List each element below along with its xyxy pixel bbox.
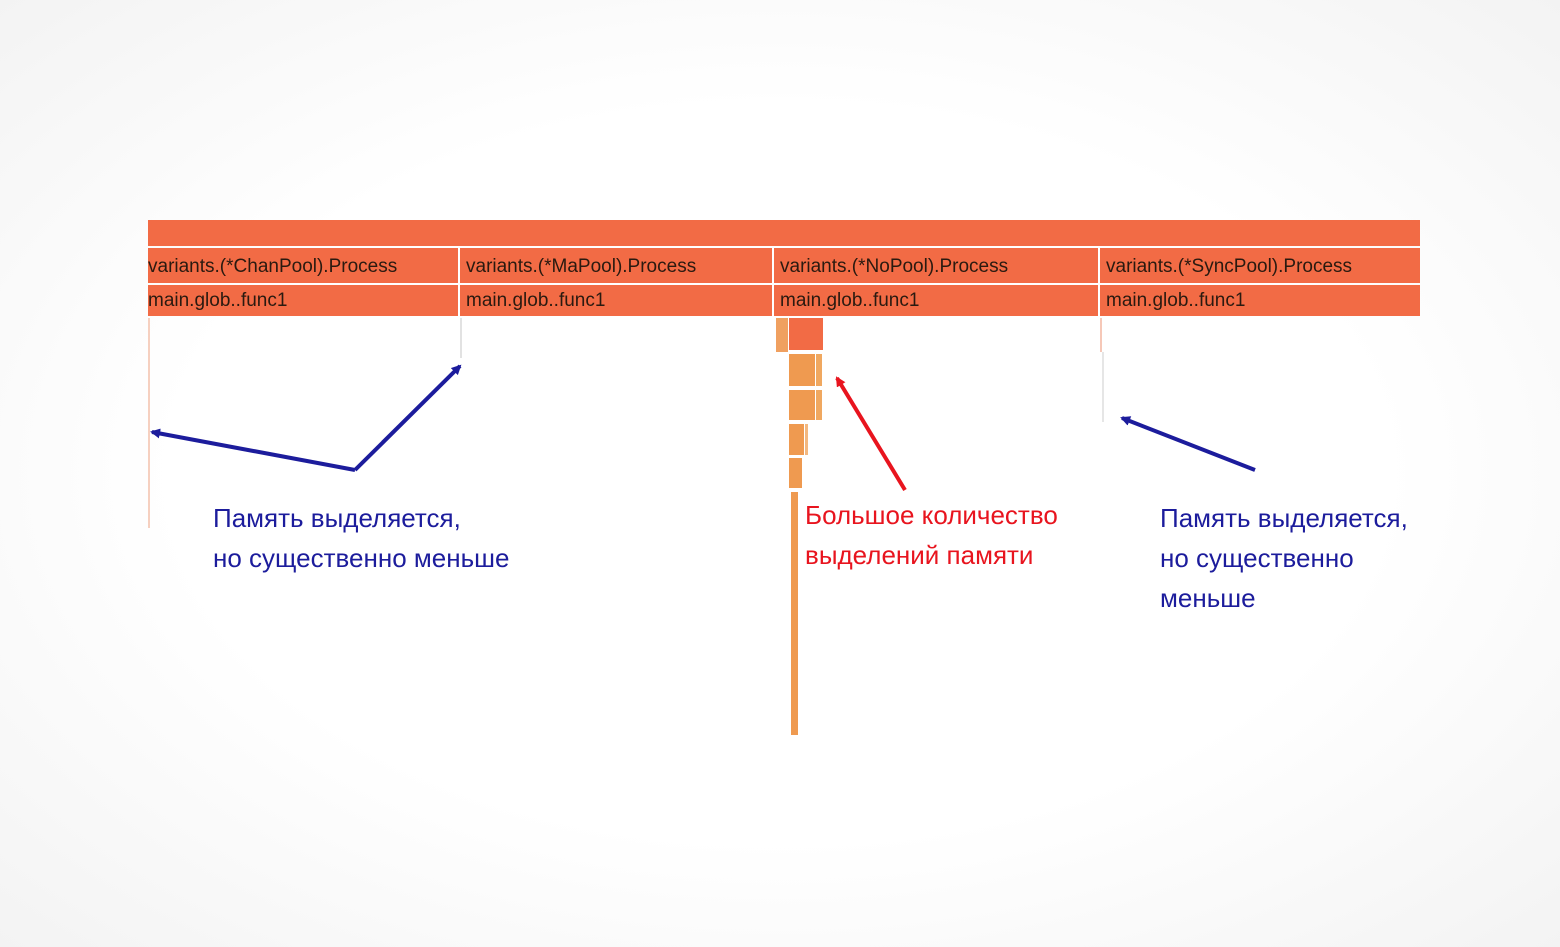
annotations: Память выделяется, но существенно меньше… <box>213 500 1408 613</box>
frames: variants.(*ChanPool).Process variants.(*… <box>148 248 1420 316</box>
frame <box>1102 352 1104 422</box>
frame <box>789 390 815 420</box>
frame-label: main.glob..func1 <box>466 290 605 311</box>
frame <box>148 248 458 283</box>
frame <box>148 285 458 316</box>
annotation: меньше <box>1160 583 1256 613</box>
frame-label: variants.(*ChanPool).Process <box>148 256 397 277</box>
frame <box>460 248 772 283</box>
frame <box>789 354 815 386</box>
frame <box>774 285 1098 316</box>
annotation: выделений памяти <box>805 540 1033 570</box>
arrow <box>353 364 462 472</box>
annotation: но существенно меньше <box>213 543 509 573</box>
frame <box>789 458 802 488</box>
frame <box>1100 285 1420 316</box>
frame-label: main.glob..func1 <box>148 290 287 311</box>
frame <box>460 285 772 316</box>
root-frame <box>148 220 1420 246</box>
arrow <box>835 376 907 492</box>
frame-label: variants.(*MaPool).Process <box>466 256 696 277</box>
frame-label: main.glob..func1 <box>1106 290 1245 311</box>
frame <box>791 492 798 735</box>
annotation: Память выделяется, <box>213 503 461 533</box>
frame <box>816 390 822 420</box>
frame <box>460 318 462 358</box>
frame-label: variants.(*SyncPool).Process <box>1106 256 1352 277</box>
arrow <box>1120 416 1256 472</box>
frame <box>774 248 1098 283</box>
frame <box>816 354 822 386</box>
frame-label: main.glob..func1 <box>780 290 919 311</box>
annotation: Большое количество <box>805 500 1058 530</box>
frame <box>1100 248 1420 283</box>
frame-label: variants.(*NoPool).Process <box>780 256 1008 277</box>
frame <box>148 318 150 528</box>
annotation: Память выделяется, <box>1160 503 1408 533</box>
frame <box>789 318 823 350</box>
frame <box>805 424 808 455</box>
arrows <box>150 364 1256 492</box>
frame <box>776 318 788 352</box>
frame <box>1100 318 1102 352</box>
annotation: но существенно <box>1160 543 1354 573</box>
arrow <box>150 428 356 472</box>
frame <box>789 424 804 455</box>
small-frames <box>148 318 1104 735</box>
